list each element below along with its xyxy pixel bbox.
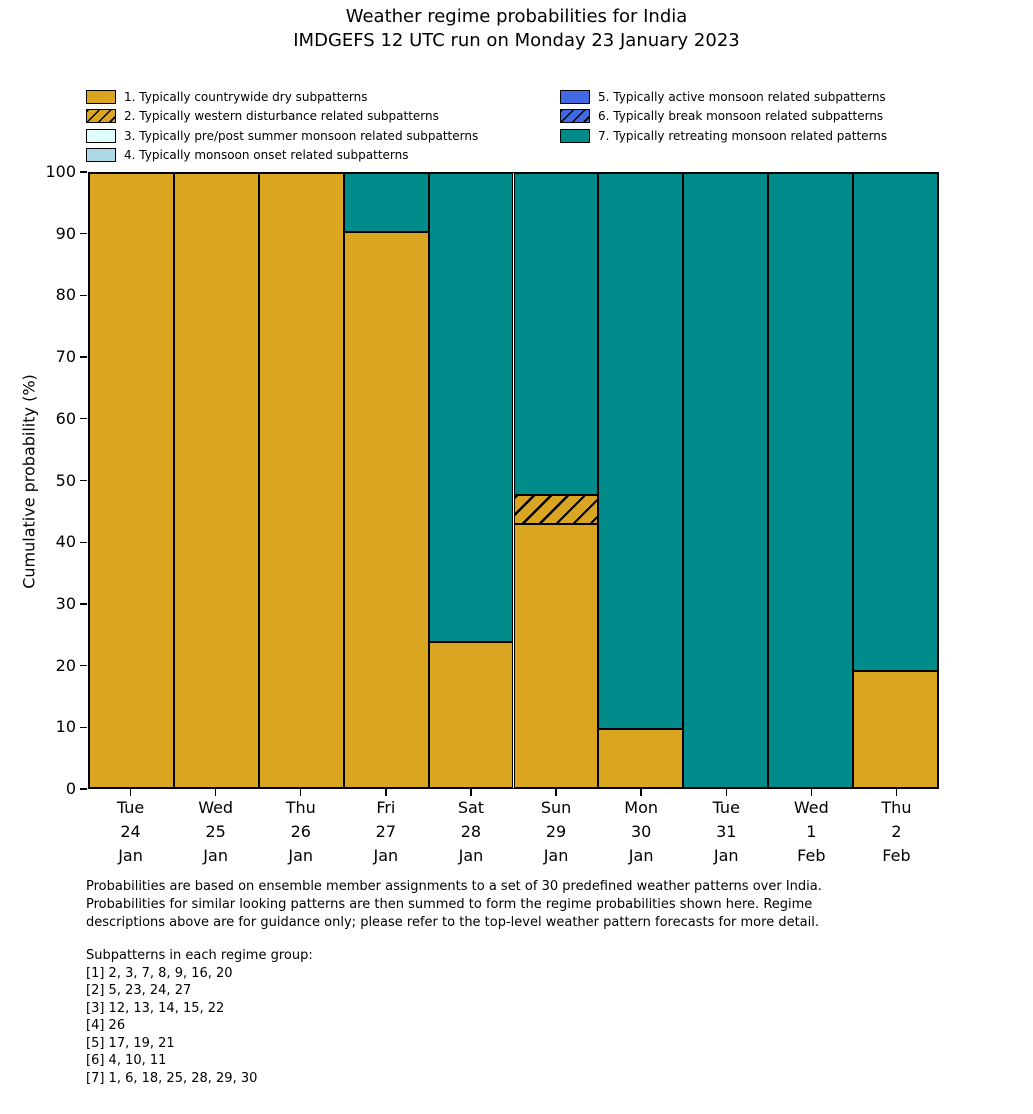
- bar-column: [853, 173, 938, 788]
- bar-segment: [258, 173, 344, 788]
- legend-item: 7. Typically retreating monsoon related …: [560, 126, 887, 146]
- y-tick-label: 40: [55, 532, 76, 552]
- x-tick-label: Mon 30 Jan: [624, 798, 658, 865]
- bar-segment: [598, 173, 684, 730]
- y-tick-label: 60: [55, 408, 76, 428]
- bar-segment: [853, 173, 938, 671]
- legend-column-left: 1. Typically countrywide dry subpatterns…: [86, 87, 478, 165]
- legend-label: 3. Typically pre/post summer monsoon rel…: [124, 128, 479, 143]
- plot-area: [88, 172, 939, 789]
- subpatterns-list: [1] 2, 3, 7, 8, 9, 16, 20 [2] 5, 23, 24,…: [86, 965, 258, 1086]
- bar-column: [173, 173, 259, 788]
- subpatterns-title: Subpatterns in each regime group:: [86, 948, 313, 963]
- legend-label: 5. Typically active monsoon related subp…: [598, 89, 886, 104]
- bar-segment: [513, 524, 599, 788]
- bar-column: [258, 173, 344, 788]
- y-tick-label: 100: [45, 162, 76, 181]
- x-tick-label: Fri 27 Jan: [373, 798, 399, 865]
- legend-item: 3. Typically pre/post summer monsoon rel…: [86, 126, 478, 146]
- legend-label: 6. Typically break monsoon related subpa…: [598, 109, 884, 124]
- hatched-swatch-icon: [560, 109, 590, 124]
- y-tick-mark: [80, 418, 87, 420]
- y-tick-label: 80: [55, 285, 76, 305]
- bar-segment: [598, 729, 684, 788]
- bar-segment: [768, 173, 854, 788]
- color-swatch-icon: [560, 128, 590, 143]
- legend-label: 4. Typically monsoon onset related subpa…: [124, 148, 409, 163]
- color-swatch-icon: [86, 128, 116, 143]
- y-tick-label: 90: [55, 223, 76, 243]
- legend-item: 6. Typically break monsoon related subpa…: [560, 107, 887, 127]
- legend-item: 2. Typically western disturbance related…: [86, 107, 478, 127]
- bar-segment: [89, 173, 174, 788]
- y-tick-label: 70: [55, 347, 76, 367]
- x-tick-label: Thu 26 Jan: [285, 798, 316, 865]
- y-tick-label: 10: [55, 717, 76, 737]
- x-tick-label: Wed 25 Jan: [198, 798, 234, 865]
- legend-label: 1. Typically countrywide dry subpatterns: [124, 89, 368, 104]
- color-swatch-icon: [86, 89, 116, 104]
- legend-item: 4. Typically monsoon onset related subpa…: [86, 146, 478, 166]
- y-tick-mark: [80, 726, 87, 728]
- bar-segment: [683, 173, 769, 788]
- bar-segment: [513, 173, 599, 496]
- bar-segment: [513, 495, 599, 525]
- x-tick-mark: [470, 789, 472, 796]
- y-tick-label: 0: [65, 779, 76, 798]
- bar-column: [89, 173, 174, 788]
- chart-title: Weather regime probabilities for India: [345, 6, 688, 27]
- y-tick-mark: [80, 603, 87, 605]
- color-swatch-icon: [560, 89, 590, 104]
- bar-column: [428, 173, 514, 788]
- title-block: Weather regime probabilities for India I…: [0, 5, 1033, 53]
- legend-item: 5. Typically active monsoon related subp…: [560, 87, 887, 107]
- chart-subtitle: IMDGEFS 12 UTC run on Monday 23 January …: [293, 30, 740, 51]
- legend-label: 7. Typically retreating monsoon related …: [598, 128, 888, 143]
- y-tick-label: 20: [55, 655, 76, 675]
- y-tick-mark: [80, 294, 87, 297]
- y-tick-label: 50: [55, 470, 76, 490]
- bar-column: [768, 173, 854, 788]
- y-tick-mark: [80, 233, 87, 235]
- y-tick-mark: [80, 356, 87, 358]
- legend-item: 1. Typically countrywide dry subpatterns: [86, 87, 478, 107]
- legend-label: 2. Typically western disturbance related…: [124, 109, 439, 124]
- x-tick-mark: [555, 789, 557, 796]
- x-tick-mark: [385, 789, 387, 796]
- legend-column-right: 5. Typically active monsoon related subp…: [560, 87, 887, 146]
- x-tick-mark: [300, 789, 302, 796]
- bar-column: [598, 173, 684, 788]
- bar-column: [513, 173, 599, 788]
- x-tick-mark: [895, 789, 898, 796]
- y-tick-mark: [80, 541, 87, 543]
- color-swatch-icon: [86, 148, 116, 163]
- x-tick-mark: [214, 789, 217, 796]
- y-tick-mark: [80, 788, 87, 790]
- x-tick-label: Tue 31 Jan: [712, 798, 740, 865]
- footer-note: Probabilities are based on ensemble memb…: [86, 879, 822, 930]
- bar-segment: [173, 173, 259, 788]
- bar-column: [343, 173, 429, 788]
- x-tick-label: Thu 2 Feb: [881, 798, 912, 865]
- y-tick-mark: [80, 479, 87, 482]
- x-tick-mark: [810, 789, 813, 796]
- x-tick-label: Wed 1 Feb: [793, 798, 829, 865]
- x-tick-label: Sat 28 Jan: [457, 798, 485, 865]
- bar-segment: [428, 641, 514, 788]
- hatched-swatch-icon: [86, 109, 116, 124]
- bar-segment: [343, 173, 429, 232]
- bar-segment: [343, 231, 429, 788]
- y-tick-mark: [80, 664, 87, 667]
- x-tick-mark: [725, 789, 727, 796]
- y-tick-mark: [80, 171, 87, 173]
- bar-column: [683, 173, 769, 788]
- bar-segment: [853, 670, 938, 788]
- bar-segment: [428, 173, 514, 642]
- x-tick-mark: [129, 789, 132, 796]
- y-tick-label: 30: [55, 593, 76, 613]
- x-tick-label: Sun 29 Jan: [540, 798, 572, 865]
- x-tick-mark: [640, 789, 642, 796]
- x-tick-label: Tue 24 Jan: [116, 798, 145, 865]
